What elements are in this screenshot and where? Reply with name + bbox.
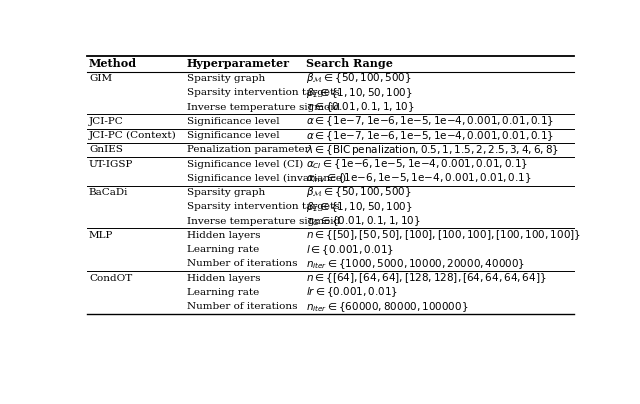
Text: Number of iterations: Number of iterations [187,259,297,268]
Text: $l \in \{0.001, 0.01\}$: $l \in \{0.001, 0.01\}$ [306,243,394,257]
Text: $\alpha \in \{\mathrm{1e{-}7, 1e{-}6, 1e{-}5, 1e{-}4, 0.001, 0.01, 0.1}\}$: $\alpha \in \{\mathrm{1e{-}7, 1e{-}6, 1e… [306,114,554,128]
Text: $\beta_{\mathcal{M}} \in \{50, 100, 500\}$: $\beta_{\mathcal{M}} \in \{50, 100, 500\… [306,72,412,86]
Text: $n_{iter} \in \{1000, 5000, 10000, 20000, 40000\}$: $n_{iter} \in \{1000, 5000, 10000, 20000… [306,257,525,271]
Text: Significance level: Significance level [187,131,279,140]
Text: $lr \in \{0.001, 0.01\}$: $lr \in \{0.001, 0.01\}$ [306,286,398,299]
Text: GnIES: GnIES [89,145,123,154]
Text: Inverse temperature sigmoid: Inverse temperature sigmoid [187,103,340,112]
Text: $\lambda \in \{\mathrm{BIC\,penalization, 0.5, 1, 1.5, 2, 2.5, 3, 4, 6, 8}\}$: $\lambda \in \{\mathrm{BIC\,penalization… [306,143,559,157]
Text: Method: Method [89,59,137,69]
Text: $\beta_{\mathcal{M}} \in \{50, 100, 500\}$: $\beta_{\mathcal{M}} \in \{50, 100, 500\… [306,186,412,200]
Text: BaCaDi: BaCaDi [89,188,128,197]
Text: $\beta_{\mathcal{I}} \in \{1, 10, 50, 100\}$: $\beta_{\mathcal{I}} \in \{1, 10, 50, 10… [306,200,413,214]
Text: Sparsity graph: Sparsity graph [187,188,265,197]
Text: JCI-PC (Context): JCI-PC (Context) [89,131,177,140]
Text: Hyperparameter: Hyperparameter [187,59,290,69]
Text: Search Range: Search Range [306,59,392,69]
Text: Inverse temperature sigmoid: Inverse temperature sigmoid [187,217,340,226]
Text: $\alpha \in \{\mathrm{1e{-}7, 1e{-}6, 1e{-}5, 1e{-}4, 0.001, 0.01, 0.1}\}$: $\alpha \in \{\mathrm{1e{-}7, 1e{-}6, 1e… [306,129,554,143]
Text: Hidden layers: Hidden layers [187,274,260,283]
Text: $n \in \{[64], [64,64], [128,128], [64,64,64,64]\}$: $n \in \{[64], [64,64], [128,128], [64,6… [306,271,546,285]
Text: Penalization parameter: Penalization parameter [187,145,309,154]
Text: $\beta_{\mathcal{I}} \in \{1, 10, 50, 100\}$: $\beta_{\mathcal{I}} \in \{1, 10, 50, 10… [306,86,413,100]
Text: Significance level (CI): Significance level (CI) [187,160,303,169]
Text: $\tau_G \in \{0.01, 0.1, 1, 10\}$: $\tau_G \in \{0.01, 0.1, 1, 10\}$ [306,214,420,228]
Text: Significance level: Significance level [187,117,279,126]
Text: Number of iterations: Number of iterations [187,302,297,311]
Text: $\alpha_{inv} \in \{\mathrm{1e{-}6, 1e{-}5, 1e{-}4, 0.001, 0.01, 0.1}\}$: $\alpha_{inv} \in \{\mathrm{1e{-}6, 1e{-… [306,172,531,185]
Text: Sparsity intervention targets: Sparsity intervention targets [187,202,339,211]
Text: $n \in \{[50], [50,50], [100], [100,100], [100,100,100]\}$: $n \in \{[50], [50,50], [100], [100,100]… [306,229,580,242]
Text: Hidden layers: Hidden layers [187,231,260,240]
Text: Learning rate: Learning rate [187,245,259,254]
Text: GIM: GIM [89,74,112,83]
Text: MLP: MLP [89,231,113,240]
Text: UT-IGSP: UT-IGSP [89,160,133,169]
Text: Sparsity graph: Sparsity graph [187,74,265,83]
Text: Learning rate: Learning rate [187,288,259,297]
Text: Significance level (invariance): Significance level (invariance) [187,174,346,183]
Text: $\alpha_{CI} \in \{\mathrm{1e{-}6, 1e{-}5, 1e{-}4, 0.001, 0.01, 0.1}\}$: $\alpha_{CI} \in \{\mathrm{1e{-}6, 1e{-}… [306,157,528,171]
Text: Sparsity intervention targets: Sparsity intervention targets [187,88,339,97]
Text: $\tau \in \{0.01, 0.1, 1, 10\}$: $\tau \in \{0.01, 0.1, 1, 10\}$ [306,100,414,114]
Text: $n_{iter} \in \{60000, 80000, 100000\}$: $n_{iter} \in \{60000, 80000, 100000\}$ [306,300,468,314]
Text: JCI-PC: JCI-PC [89,117,124,126]
Text: CondOT: CondOT [89,274,132,283]
